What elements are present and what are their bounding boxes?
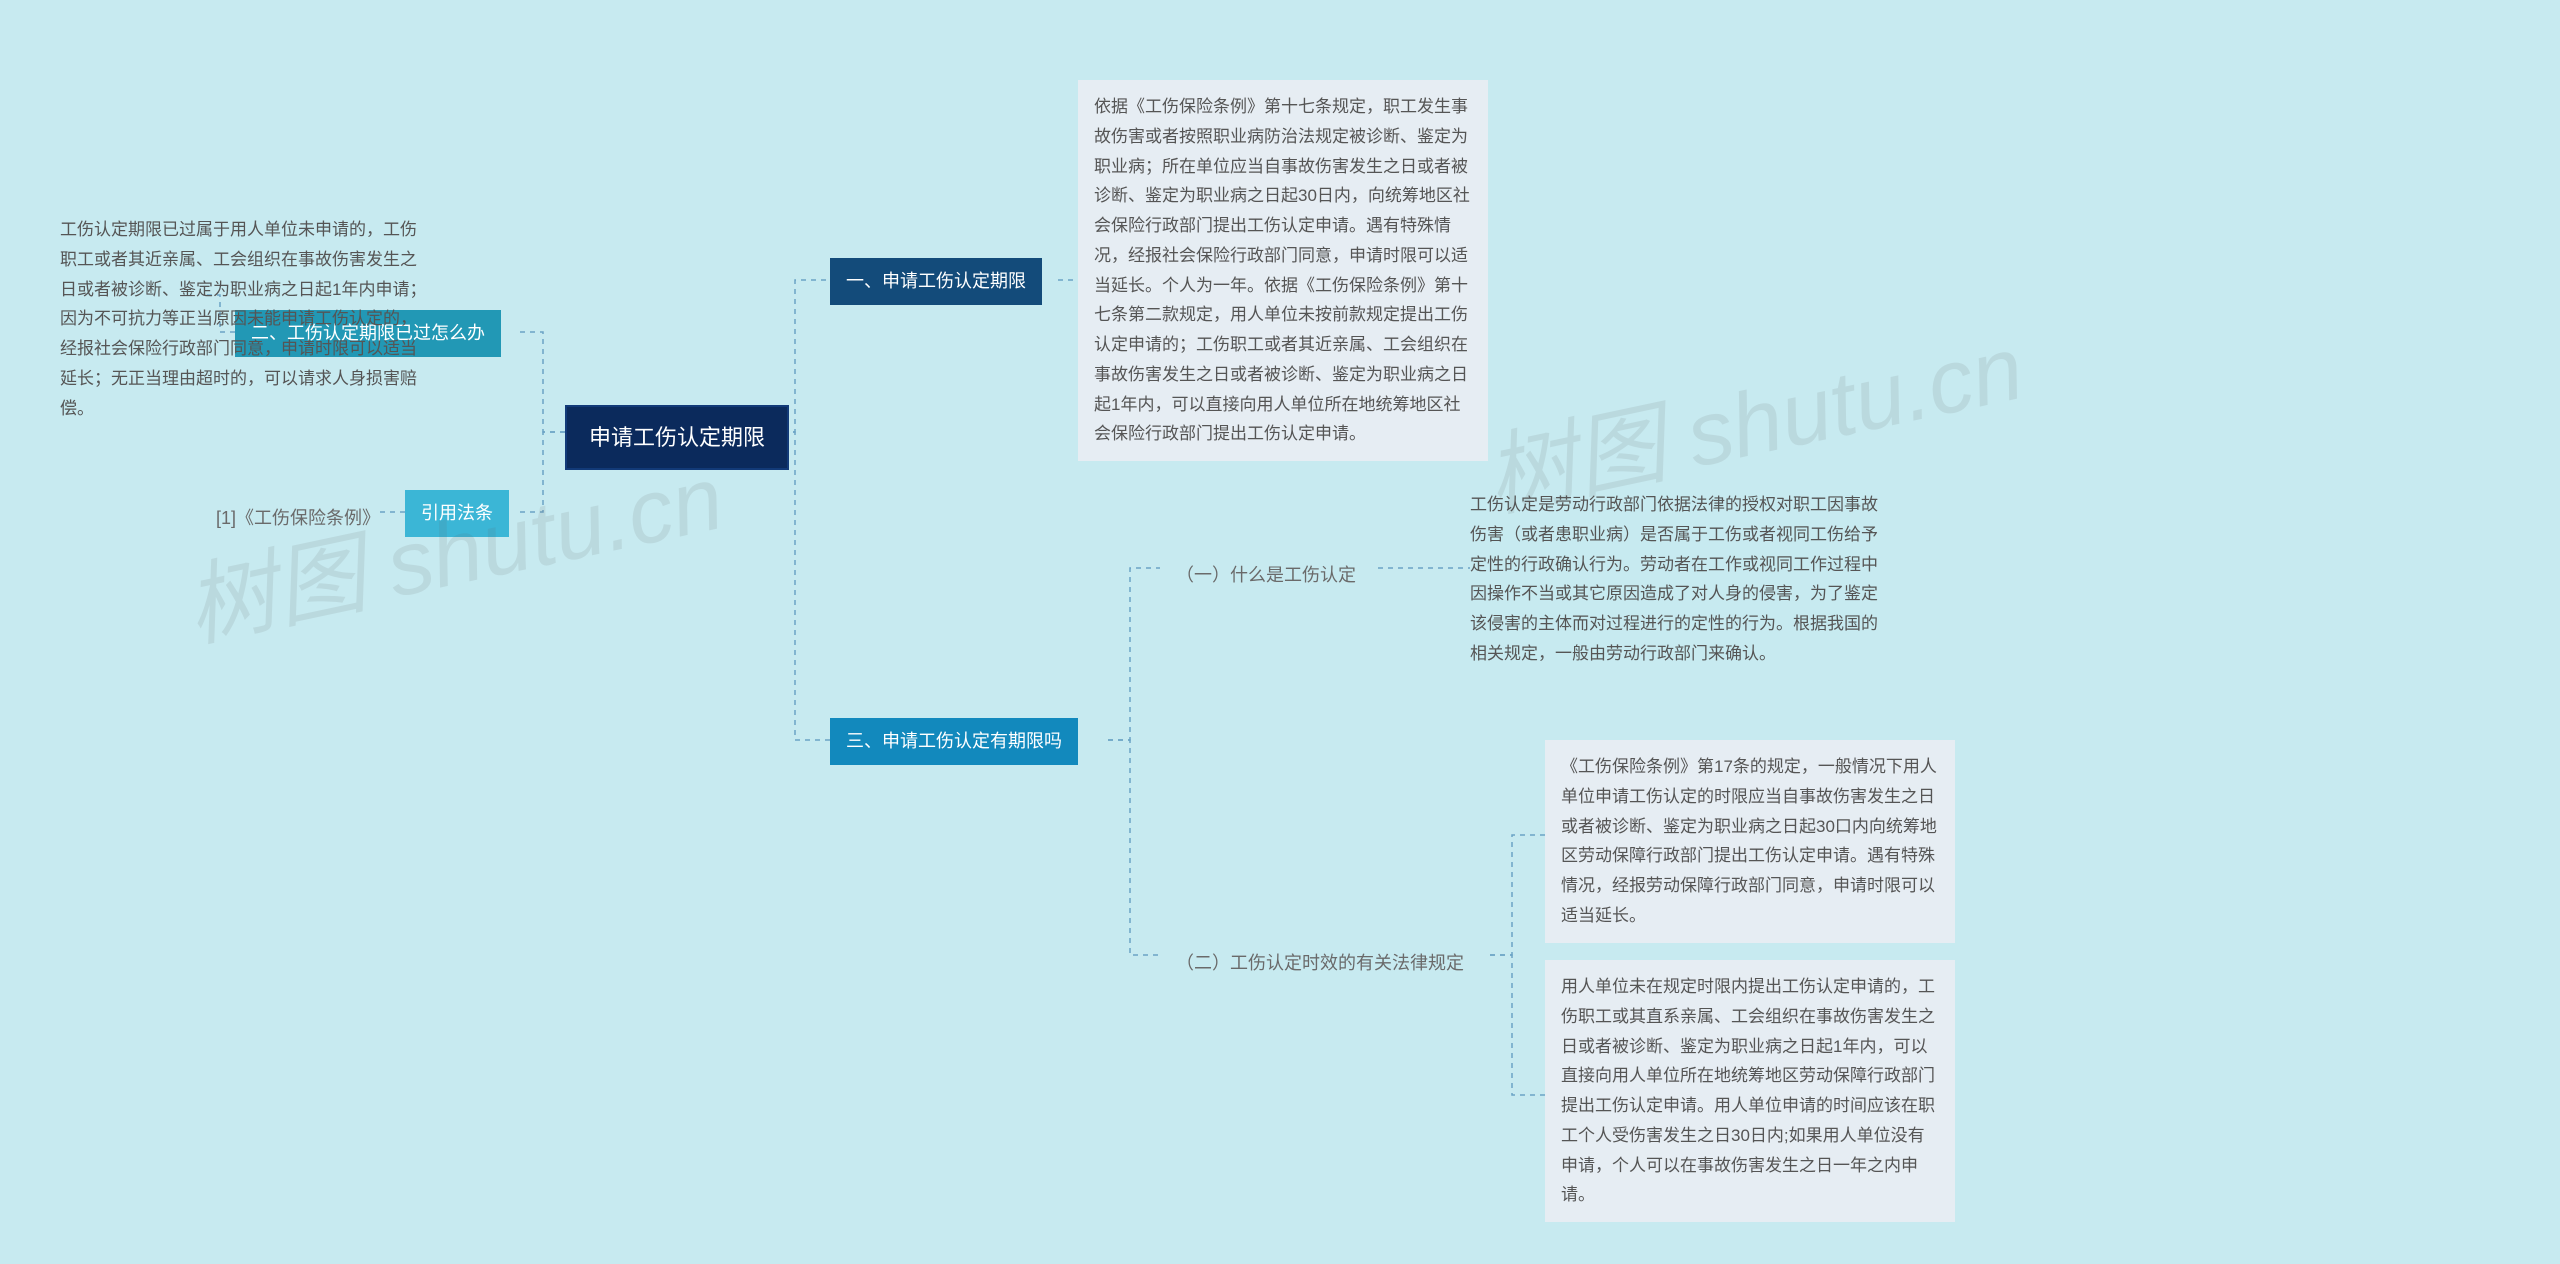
section-3-sub1-detail: 工伤认定是劳动行政部门依据法律的授权对职工因事故伤害（或者患职业病）是否属于工伤…: [1470, 490, 1880, 669]
cite-section[interactable]: 引用法条: [405, 490, 509, 537]
section-1-detail: 依据《工伤保险条例》第十七条规定，职工发生事故伤害或者按照职业病防治法规定被诊断…: [1078, 80, 1488, 461]
section-1[interactable]: 一、申请工伤认定期限: [830, 258, 1042, 305]
section-2-detail: 工伤认定期限已过属于用人单位未申请的，工伤职工或者其近亲属、工会组织在事故伤害发…: [60, 215, 430, 423]
section-3-sub2-detail-a: 《工伤保险条例》第17条的规定，一般情况下用人单位申请工伤认定的时限应当自事故伤…: [1545, 740, 1955, 943]
section-3[interactable]: 三、申请工伤认定有期限吗: [830, 718, 1078, 765]
section-3-sub2-detail-b: 用人单位未在规定时限内提出工伤认定申请的，工伤职工或其直系亲属、工会组织在事故伤…: [1545, 960, 1955, 1222]
cite-detail: [1]《工伤保险条例》: [200, 495, 396, 542]
root-node[interactable]: 申请工伤认定期限: [565, 405, 789, 470]
section-3-sub2[interactable]: （二）工伤认定时效的有关法律规定: [1160, 940, 1480, 987]
section-3-sub1[interactable]: （一）什么是工伤认定: [1160, 552, 1372, 599]
